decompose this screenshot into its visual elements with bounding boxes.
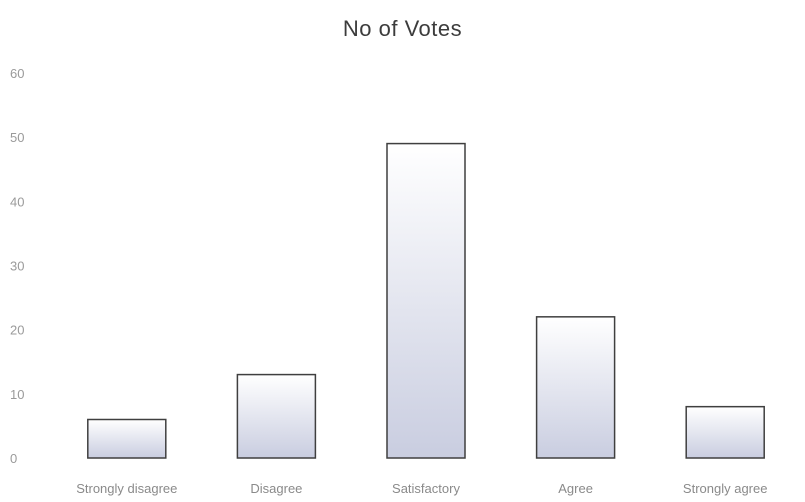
x-tick-label: Strongly agree bbox=[683, 481, 768, 496]
x-tick-label: Satisfactory bbox=[392, 481, 460, 496]
bar-satisfactory bbox=[386, 142, 466, 459]
bar-disagree bbox=[236, 373, 317, 459]
y-tick-label: 0 bbox=[10, 451, 17, 466]
bar-strongly-agree bbox=[685, 405, 765, 459]
x-tick-label: Strongly disagree bbox=[76, 481, 177, 496]
y-axis: 0 10 20 30 40 50 60 bbox=[10, 66, 24, 466]
y-tick-label: 60 bbox=[10, 66, 24, 81]
bar-agree bbox=[535, 316, 616, 459]
y-tick-label: 30 bbox=[10, 259, 24, 274]
y-tick-label: 50 bbox=[10, 130, 24, 145]
bars bbox=[87, 142, 765, 459]
y-tick-label: 40 bbox=[10, 194, 24, 209]
x-tick-label: Disagree bbox=[250, 481, 302, 496]
bar-strongly-disagree bbox=[87, 418, 167, 459]
y-tick-label: 20 bbox=[10, 323, 24, 338]
chart-title: No of Votes bbox=[342, 16, 463, 41]
x-axis: Strongly disagree Disagree Satisfactory Agr… bbox=[76, 481, 767, 496]
x-tick-label: Agree bbox=[558, 481, 593, 496]
y-tick-label: 10 bbox=[10, 387, 24, 402]
